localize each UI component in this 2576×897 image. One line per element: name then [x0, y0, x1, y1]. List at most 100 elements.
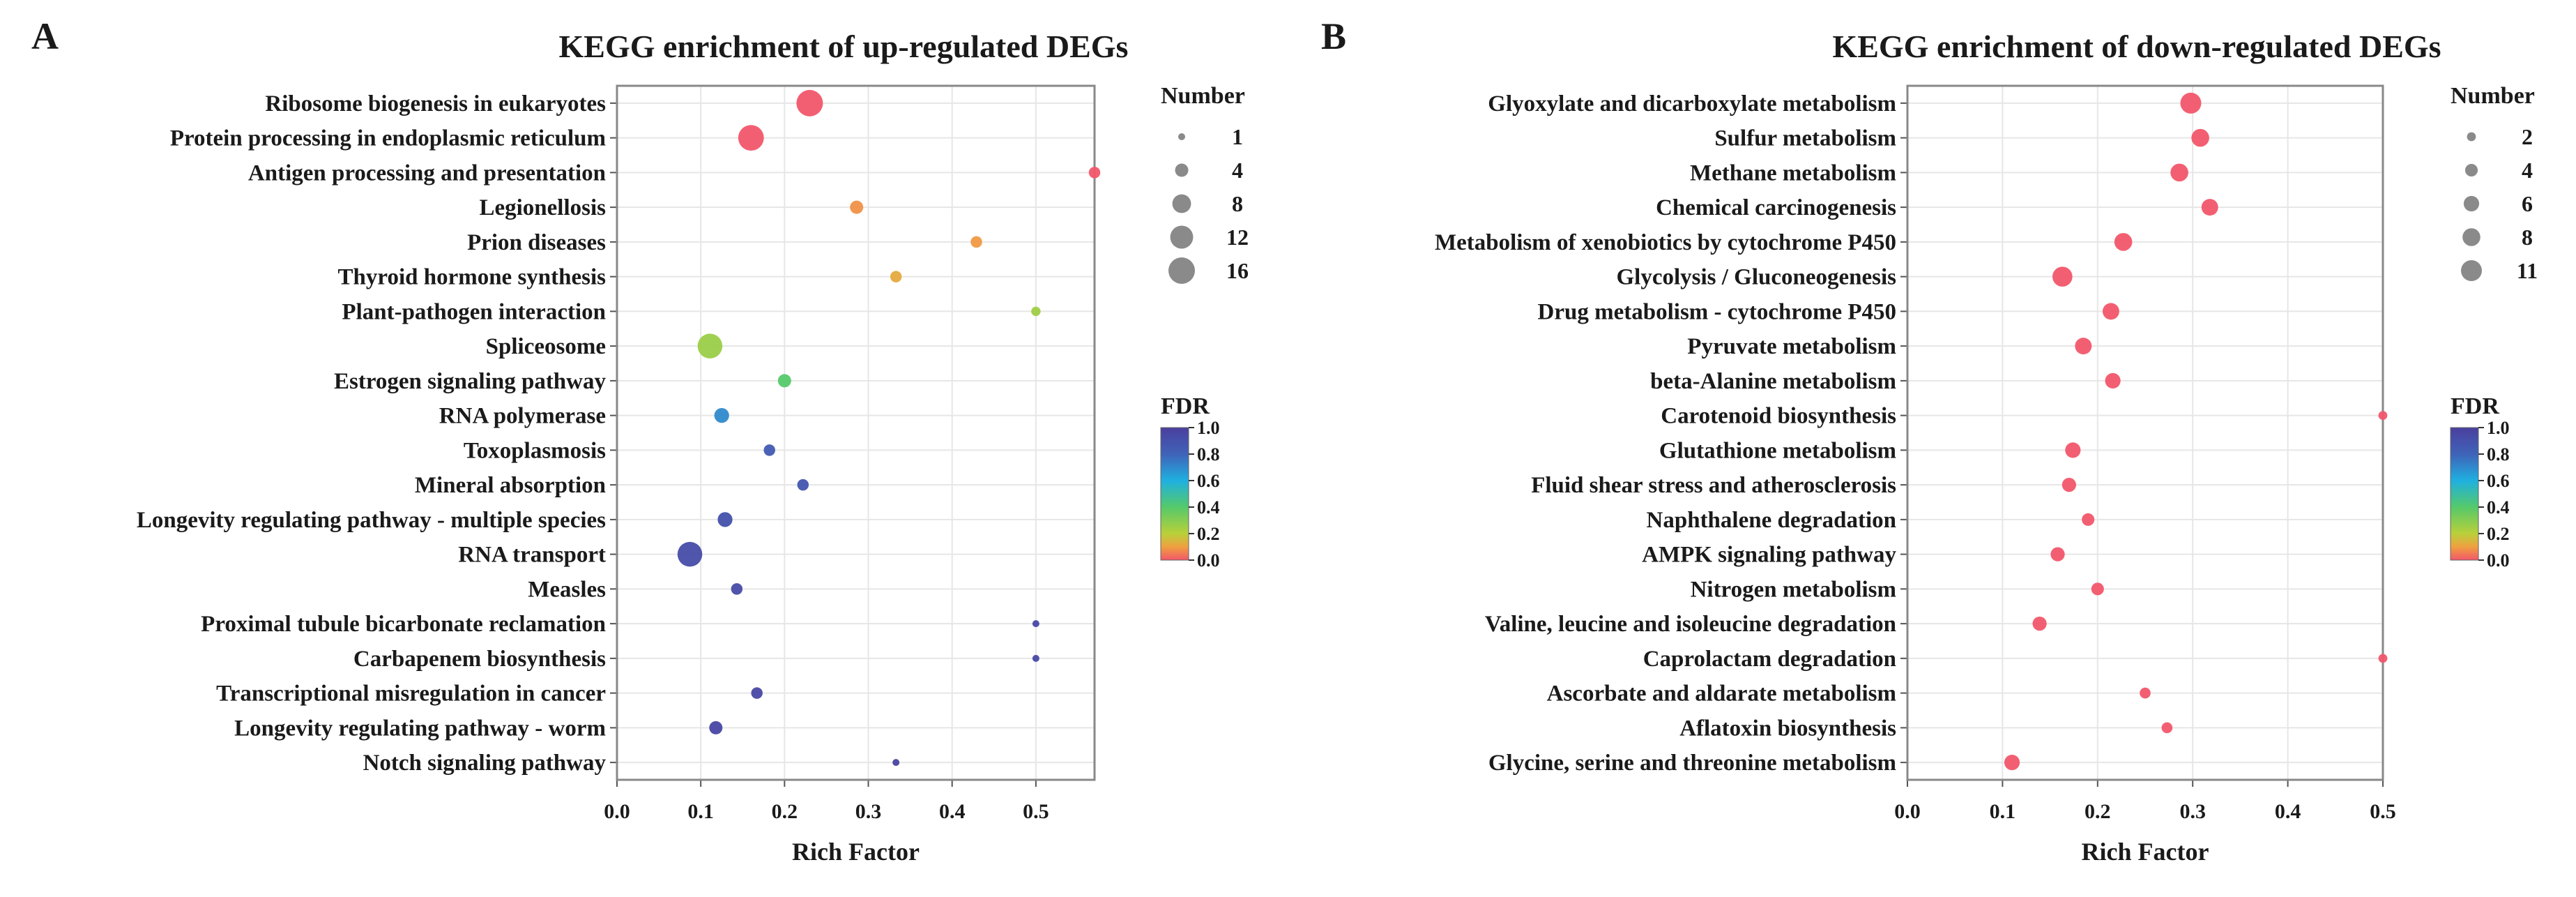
category-label: Longevity regulating pathway - multiple …: [137, 508, 606, 533]
data-point: [2378, 654, 2388, 663]
data-point: [2114, 233, 2133, 251]
data-point: [677, 541, 703, 567]
data-point: [2140, 687, 2151, 699]
category-label: Glutathione metabolism: [1659, 438, 1896, 463]
data-point: [2004, 755, 2020, 771]
size-legend-label: 12: [1226, 225, 1249, 250]
data-point: [2161, 722, 2173, 734]
category-label: Protein processing in endoplasmic reticu…: [170, 126, 606, 151]
data-point: [751, 687, 763, 699]
data-point: [714, 408, 729, 423]
size-legend-label: 8: [2522, 225, 2533, 250]
category-label: Glyoxylate and dicarboxylate metabolism: [1488, 91, 1896, 116]
data-point: [796, 89, 823, 116]
x-tick-label: 0.2: [772, 800, 798, 823]
category-label: Spliceosome: [486, 334, 606, 359]
category-label: AMPK signaling pathway: [1642, 543, 1896, 568]
data-point: [731, 583, 743, 595]
data-point: [1032, 620, 1039, 628]
x-tick-label: 0.3: [2179, 800, 2206, 823]
size-legend-marker: [1172, 194, 1191, 213]
size-legend-label: 6: [2522, 191, 2533, 216]
category-label: Caprolactam degradation: [1643, 647, 1896, 672]
data-point: [2102, 303, 2119, 320]
data-point: [850, 200, 864, 214]
data-point: [717, 512, 733, 527]
category-label: Sulfur metabolism: [1714, 126, 1896, 151]
color-bar-label: 1.0: [2487, 418, 2510, 438]
category-label: Metabolism of xenobiotics by cytochrome …: [1435, 230, 1896, 255]
category-label: Aflatoxin biosynthesis: [1679, 716, 1896, 741]
category-label: Thyroid hormone synthesis: [338, 265, 607, 290]
data-point: [738, 125, 764, 151]
category-label: Legionellosis: [479, 195, 606, 220]
category-label: beta-Alanine metabolism: [1650, 369, 1896, 394]
category-label: Longevity regulating pathway - worm: [234, 716, 606, 741]
color-bar-label: 0.6: [2487, 471, 2510, 491]
category-label: Glycolysis / Gluconeogenesis: [1616, 265, 1896, 290]
category-label: Methane metabolism: [1690, 160, 1896, 186]
data-point: [2065, 442, 2081, 458]
size-legend-marker: [1168, 257, 1195, 284]
category-label: Pyruvate metabolism: [1687, 334, 1896, 359]
color-bar-label: 1.0: [1197, 418, 1220, 438]
data-point: [2075, 338, 2092, 355]
color-bar-label: 0.2: [2487, 524, 2510, 544]
category-label: Antigen processing and presentation: [248, 160, 606, 186]
category-label: Valine, leucine and isoleucine degradati…: [1485, 612, 1896, 637]
size-legend-title: Number: [1161, 83, 1245, 109]
data-point: [2105, 372, 2121, 389]
panel-a: A KEGG enrichment of up-regulated DEGs 0.0…: [31, 15, 1249, 866]
size-legend-marker: [2461, 260, 2482, 281]
data-point: [2061, 478, 2076, 492]
data-point: [970, 236, 982, 248]
data-point: [2378, 411, 2388, 421]
color-bar: [1160, 427, 1189, 561]
color-bar-label: 0.0: [2487, 550, 2510, 571]
size-legend-title: Number: [2451, 83, 2535, 109]
data-point: [1032, 654, 1039, 662]
x-tick-label: 0.1: [687, 800, 714, 823]
data-point: [2201, 199, 2218, 216]
plot-frame: [1906, 84, 2384, 781]
data-point: [2170, 163, 2188, 182]
data-point: [1031, 306, 1041, 317]
x-tick-label: 0.4: [2275, 800, 2301, 823]
data-point: [2091, 582, 2104, 596]
data-point: [892, 759, 900, 767]
data-point: [890, 271, 902, 282]
category-label: Carotenoid biosynthesis: [1661, 404, 1896, 429]
data-point: [2032, 617, 2047, 631]
panel-letter: B: [1321, 15, 1346, 57]
x-tick-label: 0.2: [2085, 800, 2111, 823]
color-bar-label: 0.6: [1197, 471, 1220, 491]
size-legend-marker: [1170, 225, 1194, 249]
panel-b: B KEGG enrichment of down-regulated DEGs 0…: [1321, 15, 2538, 866]
x-tick-label: 0.3: [855, 800, 882, 823]
size-legend-marker: [2463, 195, 2480, 212]
color-bar: [2450, 427, 2479, 561]
data-point: [709, 721, 723, 734]
x-tick-label: 0.0: [604, 800, 630, 823]
data-point: [2082, 513, 2095, 526]
x-tick-label: 0.4: [939, 800, 966, 823]
category-label: Transcriptional misregulation in cancer: [216, 681, 606, 707]
color-bar-label: 0.8: [1197, 444, 1220, 465]
size-legend-label: 16: [1226, 258, 1249, 283]
color-bar-label: 0.0: [1197, 550, 1220, 571]
color-legend-title: FDR: [1161, 393, 1210, 419]
category-label: Mineral absorption: [415, 473, 606, 498]
category-label: Drug metabolism - cytochrome P450: [1538, 299, 1896, 324]
color-bar-label: 0.2: [1197, 524, 1220, 544]
x-axis-title: Rich Factor: [2082, 838, 2209, 866]
size-legend-label: 11: [2517, 258, 2538, 283]
chart-title: KEGG enrichment of down-regulated DEGs: [1832, 29, 2441, 64]
chart-title: KEGG enrichment of up-regulated DEGs: [559, 29, 1129, 64]
plot-frame: [616, 84, 1096, 781]
category-label: Naphthalene degradation: [1647, 508, 1896, 533]
category-label: RNA transport: [458, 543, 606, 568]
x-axis-title: Rich Factor: [792, 838, 920, 866]
size-legend-label: 4: [1232, 158, 1243, 183]
category-label: RNA polymerase: [439, 404, 606, 429]
category-label: Ribosome biogenesis in eukaryotes: [265, 91, 606, 116]
